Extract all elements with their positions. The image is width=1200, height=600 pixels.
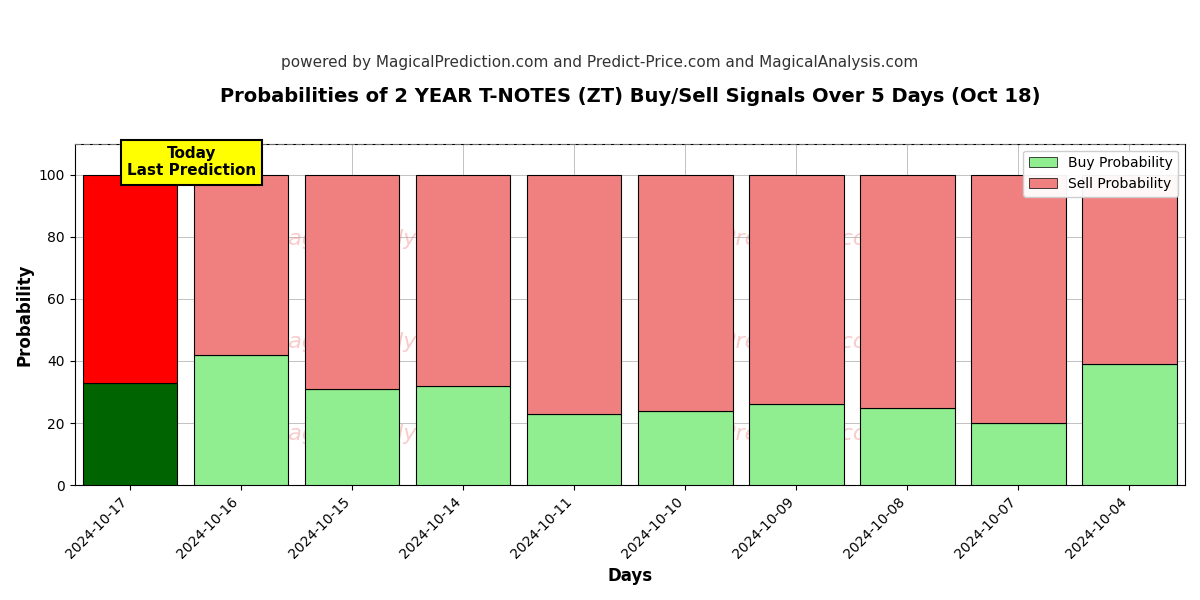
Bar: [527, 175, 622, 414]
Legend: Buy Probability, Sell Probability: Buy Probability, Sell Probability: [1024, 151, 1178, 197]
Bar: [194, 175, 288, 355]
Bar: [860, 175, 955, 407]
Text: MagicalPrediction.com: MagicalPrediction.com: [637, 332, 889, 352]
Text: Today
Last Prediction: Today Last Prediction: [127, 146, 256, 178]
Bar: [305, 389, 400, 485]
Bar: [527, 414, 622, 485]
Bar: [1082, 175, 1177, 364]
Text: powered by MagicalPrediction.com and Predict-Price.com and MagicalAnalysis.com: powered by MagicalPrediction.com and Pre…: [281, 55, 919, 70]
Y-axis label: Probability: Probability: [16, 263, 34, 365]
X-axis label: Days: Days: [607, 567, 653, 585]
Text: MagicalPrediction.com: MagicalPrediction.com: [637, 229, 889, 249]
Title: Probabilities of 2 YEAR T-NOTES (ZT) Buy/Sell Signals Over 5 Days (Oct 18): Probabilities of 2 YEAR T-NOTES (ZT) Buy…: [220, 87, 1040, 106]
Bar: [749, 175, 844, 404]
Text: MagicalPrediction.com: MagicalPrediction.com: [637, 424, 889, 444]
Bar: [971, 423, 1066, 485]
Text: MagicalAnalysis.com: MagicalAnalysis.com: [270, 424, 502, 444]
Bar: [194, 355, 288, 485]
Text: MagicalAnalysis.com: MagicalAnalysis.com: [270, 229, 502, 249]
Bar: [1082, 364, 1177, 485]
Bar: [416, 175, 510, 386]
Bar: [83, 383, 178, 485]
Text: MagicalAnalysis.com: MagicalAnalysis.com: [270, 332, 502, 352]
Bar: [638, 410, 732, 485]
Bar: [305, 175, 400, 389]
Bar: [638, 175, 732, 410]
Bar: [971, 175, 1066, 423]
Bar: [83, 175, 178, 383]
Bar: [749, 404, 844, 485]
Bar: [416, 386, 510, 485]
Bar: [860, 407, 955, 485]
